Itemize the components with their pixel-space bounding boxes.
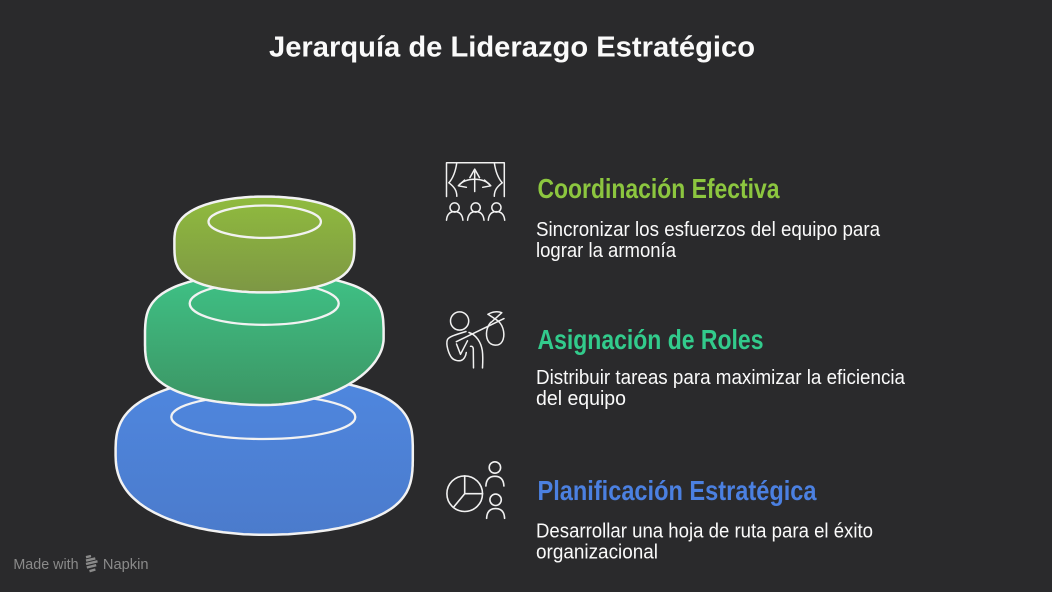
svg-text:Planificación Estratégica: Planificación Estratégica <box>538 475 818 506</box>
svg-text:lograr la armonía: lograr la armonía <box>536 240 677 262</box>
svg-text:Sincronizar los esfuerzos del: Sincronizar los esfuerzos del equipo par… <box>536 219 881 241</box>
svg-text:del equipo: del equipo <box>536 388 626 410</box>
svg-text:Napkin: Napkin <box>103 557 149 573</box>
svg-text:Distribuir tareas para maximiz: Distribuir tareas para maximizar la efic… <box>536 367 906 389</box>
svg-text:Asignación de Roles: Asignación de Roles <box>538 324 764 355</box>
svg-text:Coordinación Efectiva: Coordinación Efectiva <box>538 173 781 204</box>
svg-text:Desarrollar una hoja de ruta p: Desarrollar una hoja de ruta para el éxi… <box>536 521 873 543</box>
svg-text:Jerarquía de Liderazgo Estraté: Jerarquía de Liderazgo Estratégico <box>269 32 755 64</box>
svg-text:Made with: Made with <box>13 557 78 573</box>
svg-text:organizacional: organizacional <box>536 542 658 564</box>
